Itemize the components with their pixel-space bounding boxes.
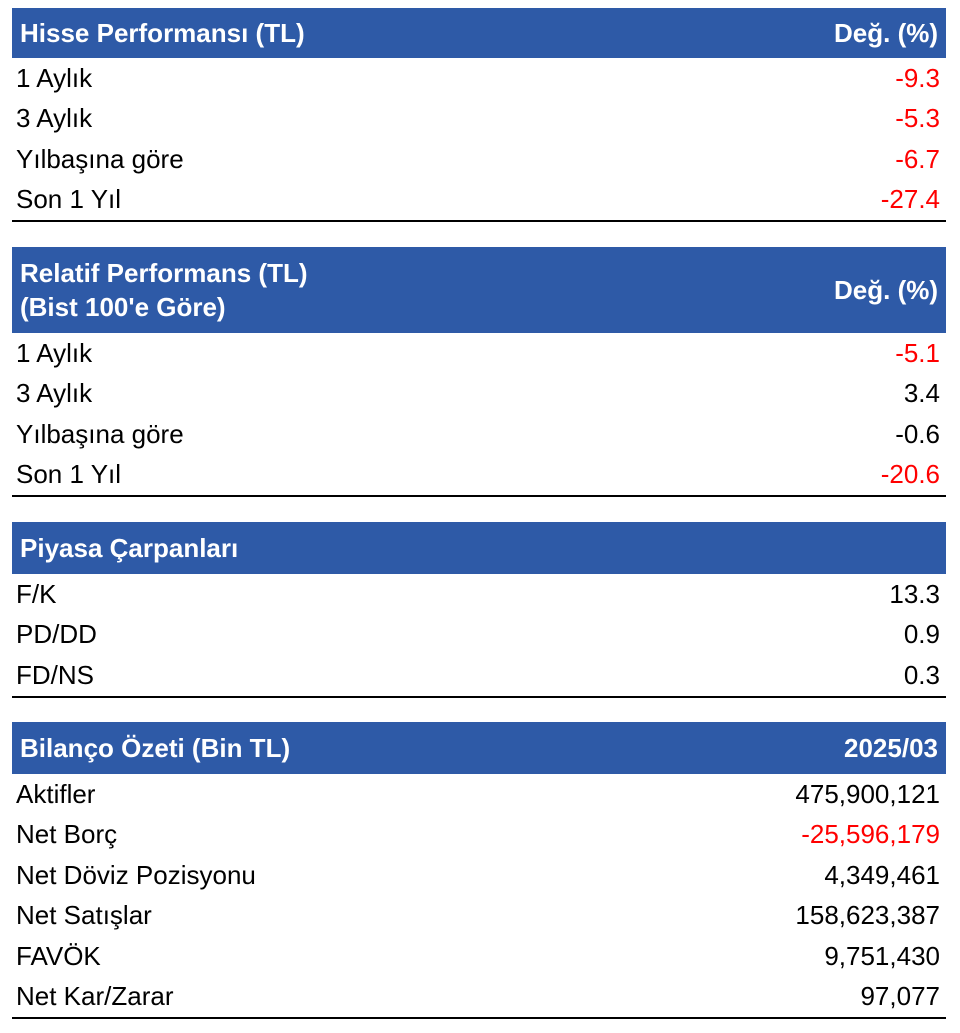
row-value: 4,349,461 [824, 859, 940, 890]
stock-performance-column-header: Değ. (%) [834, 17, 938, 48]
stock-performance-title: Hisse Performansı (TL) [20, 18, 305, 48]
row-value: -20.6 [880, 459, 940, 490]
row-value: -0.6 [895, 418, 940, 449]
table-row: 1 Aylık -5.1 [12, 333, 946, 374]
table-row: Aktifler 475,900,121 [12, 774, 946, 815]
row-label: FD/NS [16, 659, 94, 690]
row-value: 13.3 [889, 578, 940, 609]
stock-performance-table: Hisse Performansı (TL) Değ. (%) 1 Aylık … [12, 8, 946, 222]
row-value: -25,596,179 [801, 819, 940, 850]
stock-performance-header: Hisse Performansı (TL) Değ. (%) [12, 8, 946, 58]
row-value: -5.3 [895, 103, 940, 134]
table-row: 3 Aylık -5.3 [12, 99, 946, 140]
market-multiples-table: Piyasa Çarpanları F/K 13.3 PD/DD 0.9 FD/… [12, 522, 946, 698]
balance-summary-table: Bilanço Özeti (Bin TL) 2025/03 Aktifler … [12, 722, 946, 1019]
row-value: 9,751,430 [824, 940, 940, 971]
relative-performance-title-block: Relatif Performans (TL) (Bist 100'e Göre… [20, 256, 308, 324]
balance-summary-title: Bilanço Özeti (Bin TL) [20, 733, 291, 763]
market-multiples-header: Piyasa Çarpanları [12, 522, 946, 574]
relative-performance-title: Relatif Performans (TL) [20, 258, 308, 288]
stock-performance-rows: 1 Aylık -9.3 3 Aylık -5.3 Yılbaşına göre… [12, 58, 946, 222]
table-row: F/K 13.3 [12, 574, 946, 615]
row-value: -27.4 [880, 184, 940, 215]
row-value: 0.3 [903, 659, 940, 690]
row-label: Net Satışlar [16, 900, 152, 931]
table-row: Net Döviz Pozisyonu 4,349,461 [12, 855, 946, 896]
relative-performance-column-header: Değ. (%) [834, 274, 938, 305]
row-label: PD/DD [16, 619, 97, 650]
row-label: 3 Aylık [16, 378, 93, 409]
relative-performance-header: Relatif Performans (TL) (Bist 100'e Göre… [12, 247, 946, 333]
table-row: Yılbaşına göre -0.6 [12, 414, 946, 455]
table-row: 3 Aylık 3.4 [12, 374, 946, 415]
row-value: 3.4 [903, 378, 940, 409]
market-multiples-title: Piyasa Çarpanları [20, 533, 239, 563]
row-label: Yılbaşına göre [16, 143, 184, 174]
relative-performance-table: Relatif Performans (TL) (Bist 100'e Göre… [12, 247, 946, 497]
relative-performance-subtitle: (Bist 100'e Göre) [20, 292, 226, 322]
row-label: Net Döviz Pozisyonu [16, 859, 256, 890]
table-row: 1 Aylık -9.3 [12, 58, 946, 99]
row-label: Son 1 Yıl [16, 184, 122, 215]
table-row: Son 1 Yıl -20.6 [12, 455, 946, 496]
row-label: Net Kar/Zarar [16, 981, 174, 1012]
row-label: 1 Aylık [16, 62, 93, 93]
table-row: Net Satışlar 158,623,387 [12, 896, 946, 937]
row-value: 0.9 [903, 619, 940, 650]
row-value: -9.3 [895, 62, 940, 93]
relative-performance-rows: 1 Aylık -5.1 3 Aylık 3.4 Yılbaşına göre … [12, 333, 946, 497]
row-label: 1 Aylık [16, 337, 93, 368]
row-value: -6.7 [895, 143, 940, 174]
table-row: Net Kar/Zarar 97,077 [12, 977, 946, 1018]
row-label: F/K [16, 578, 57, 609]
balance-summary-column-header: 2025/03 [844, 732, 938, 763]
table-row: FD/NS 0.3 [12, 655, 946, 696]
balance-summary-header: Bilanço Özeti (Bin TL) 2025/03 [12, 722, 946, 774]
balance-summary-rows: Aktifler 475,900,121 Net Borç -25,596,17… [12, 774, 946, 1019]
row-label: 3 Aylık [16, 103, 93, 134]
row-value: 475,900,121 [795, 778, 940, 809]
row-label: Net Borç [16, 819, 118, 850]
row-label: FAVÖK [16, 940, 101, 971]
table-row: Son 1 Yıl -27.4 [12, 180, 946, 221]
table-row: Yılbaşına göre -6.7 [12, 139, 946, 180]
row-value: 97,077 [860, 981, 940, 1012]
row-value: 158,623,387 [795, 900, 940, 931]
row-value: -5.1 [895, 337, 940, 368]
table-row: Net Borç -25,596,179 [12, 815, 946, 856]
table-row: PD/DD 0.9 [12, 615, 946, 656]
row-label: Son 1 Yıl [16, 459, 122, 490]
market-multiples-rows: F/K 13.3 PD/DD 0.9 FD/NS 0.3 [12, 574, 946, 698]
row-label: Aktifler [16, 778, 96, 809]
table-row: FAVÖK 9,751,430 [12, 936, 946, 977]
row-label: Yılbaşına göre [16, 418, 184, 449]
